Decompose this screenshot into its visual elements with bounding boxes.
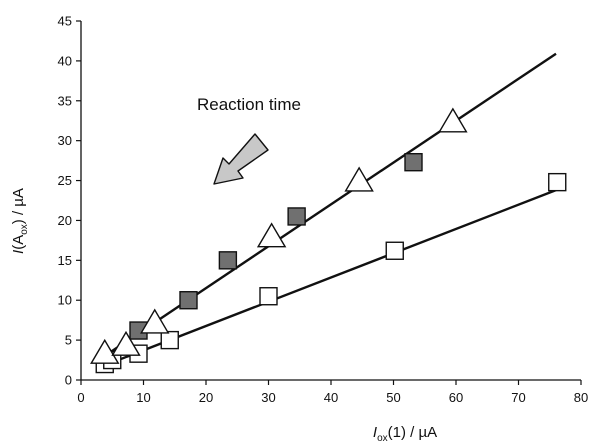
reaction-time-arrow [213,133,269,185]
y-tick-label: 5 [65,333,72,348]
open-square-point [385,241,404,260]
x-tick-label: 30 [261,390,275,405]
y-title-sub: ox [19,224,30,235]
triangle-point [438,107,468,133]
filled-square-point [287,207,306,226]
fit-line [99,52,557,361]
triangle-point [140,308,170,334]
triangle-point [344,166,374,192]
x-tick-label: 80 [574,390,588,405]
open-square-point [160,330,179,350]
x-tick-label: 0 [77,390,84,405]
fit-lines [99,52,557,369]
y-tick-label: 40 [58,53,72,68]
triangle-point [111,330,141,356]
x-tick-label: 20 [199,390,213,405]
x-tick-label: 50 [386,390,400,405]
filled-square-point [179,291,198,310]
x-tick-label: 60 [449,390,463,405]
x-axis-title: Iox(1) / µA [373,424,437,442]
data-markers [90,107,567,374]
x-tick-label: 10 [136,390,150,405]
axes: 0 10 20 30 40 50 60 70 80 0 5 10 15 20 25 30 35 40 45 [58,14,589,406]
open-square-point [548,172,567,192]
y-tick-label: 25 [58,173,72,188]
y-title-open: (A [10,235,27,250]
x-tick-label: 70 [511,390,525,405]
y-tick-label: 45 [58,14,72,29]
open-square-point [259,287,278,306]
x-tick-label: 40 [324,390,338,405]
x-title-rest: (1) / µA [388,424,437,441]
y-title-rest: ) / µA [10,188,27,224]
triangle-point [256,222,287,248]
x-title-sub: ox [377,433,388,442]
y-axis-title: I(Aox) / µA [10,188,30,254]
y-title-italic: I [10,250,27,254]
arrow-shape [213,133,269,185]
y-tick-label: 30 [58,133,72,148]
filled-square-point [404,153,423,172]
filled-square-point [218,251,238,270]
triangle-point [90,338,120,364]
y-tick-label: 10 [58,293,72,308]
y-tick-label: 35 [58,93,72,108]
y-tick-label: 0 [65,373,72,388]
y-tick-label: 20 [58,213,72,228]
y-tick-label: 15 [58,253,72,268]
annotation-reaction-time: Reaction time [197,95,301,114]
x-title-italic: I [373,424,377,441]
